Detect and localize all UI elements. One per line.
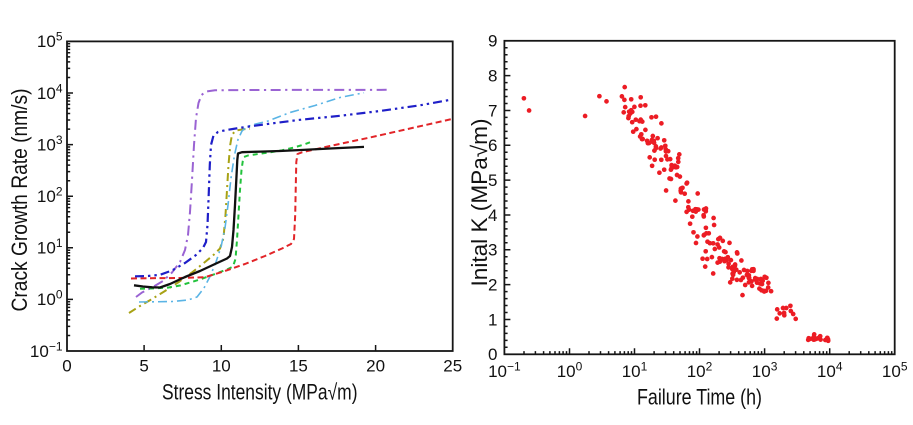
svg-text:7: 7: [488, 101, 497, 120]
svg-text:15: 15: [289, 357, 308, 376]
svg-text:6: 6: [488, 136, 497, 155]
svg-text:Crack Growth Rate (nm/s): Crack Growth Rate (nm/s): [7, 89, 32, 312]
svg-text:0: 0: [488, 345, 497, 364]
svg-text:10: 10: [212, 357, 231, 376]
svg-text:20: 20: [366, 357, 385, 376]
svg-text:25: 25: [443, 357, 462, 376]
svg-text:8: 8: [488, 66, 497, 85]
svg-text:Failure Time (h): Failure Time (h): [637, 385, 762, 410]
svg-text:5: 5: [139, 357, 148, 376]
svg-text:Stress Intensity (MPa√m): Stress Intensity (MPa√m): [162, 380, 358, 405]
svg-text:0: 0: [62, 357, 71, 376]
svg-text:Inital K (MPa√m): Inital K (MPa√m): [467, 119, 492, 287]
svg-text:4: 4: [488, 206, 497, 225]
svg-text:9: 9: [488, 32, 497, 51]
svg-text:1: 1: [488, 310, 497, 329]
svg-text:5: 5: [488, 171, 497, 190]
svg-text:3: 3: [488, 241, 497, 260]
svg-text:2: 2: [488, 275, 497, 294]
